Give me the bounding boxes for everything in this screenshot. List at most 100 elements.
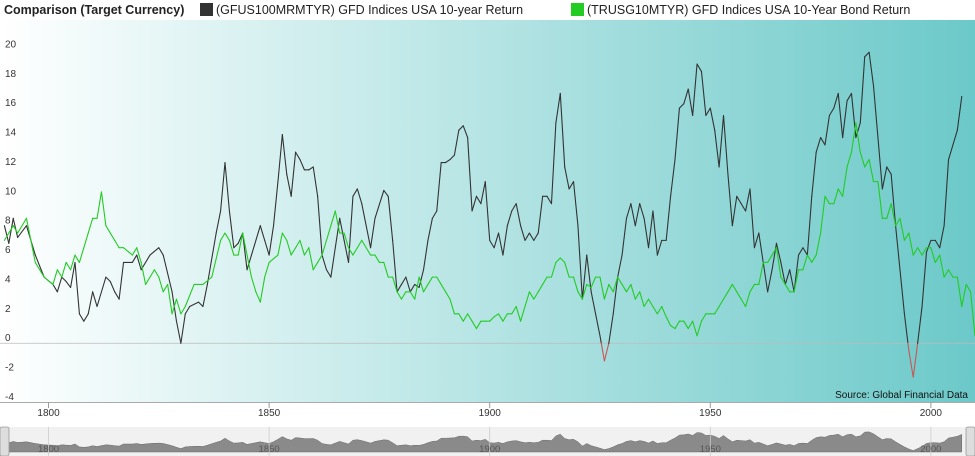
navigator[interactable]: 1800 1850 1900 1950 2000 — [0, 426, 975, 456]
legend-label-series2: (TRUSG10MTYR) GFD Indices USA 10-Year Bo… — [587, 3, 911, 17]
series-1-segment — [881, 166, 888, 190]
series-2-segment — [784, 283, 791, 293]
series-1-segment — [215, 210, 222, 234]
series-1-segment — [250, 225, 261, 256]
series-2-segment — [811, 254, 817, 263]
series-2-segment — [122, 247, 133, 256]
series-2-segment — [43, 276, 54, 286]
y-tick-label: 16 — [5, 98, 17, 109]
series-1-segment — [220, 161, 226, 212]
navigator-handle-left[interactable] — [0, 426, 10, 456]
series-1-segment — [325, 269, 332, 278]
series-2-segment — [220, 232, 226, 241]
series-2-segment — [392, 276, 398, 293]
series-1-segment — [678, 103, 685, 109]
series-1-segment — [643, 217, 650, 249]
series-1-segment — [630, 203, 636, 227]
series-2-segment — [475, 320, 482, 330]
y-tick-label: 14 — [5, 128, 17, 139]
series-1-segment — [445, 159, 451, 164]
y-tick-label: 6 — [5, 245, 11, 256]
navigator-handle-right[interactable] — [965, 426, 975, 456]
series-2-segment — [599, 276, 605, 300]
series-1-segment — [8, 217, 14, 244]
series-1-segment — [453, 129, 460, 156]
series-2-segment — [528, 291, 535, 300]
series-1-segment — [184, 305, 191, 315]
navigator-tick-label: 1900 — [479, 444, 500, 455]
series-2-segment — [621, 283, 628, 293]
series-1-segment — [400, 276, 407, 286]
series-1-segment — [308, 166, 314, 171]
series-1-segment — [189, 301, 200, 308]
series-1-segment — [625, 203, 632, 219]
y-tick-label: -2 — [5, 363, 14, 374]
series-1-segment — [347, 195, 354, 263]
series-1-segment — [595, 313, 601, 337]
series-2-segment — [868, 159, 875, 183]
series-1-segment — [78, 313, 85, 322]
series-2-segment — [970, 291, 975, 337]
series-2-segment — [572, 276, 579, 293]
series-1-segment — [934, 239, 941, 249]
series-1-segment — [581, 254, 588, 300]
navigator-labels: 1800 1850 1900 1950 2000 — [38, 427, 941, 456]
series-1-segment — [925, 239, 932, 253]
series-2-segment — [334, 210, 341, 234]
series-2-segment — [96, 191, 103, 219]
series-1-segment — [268, 225, 275, 256]
series-2-segment — [396, 291, 403, 300]
series-1-segment — [789, 269, 795, 293]
series-2-segment — [237, 232, 244, 256]
series-2-segment — [467, 313, 473, 322]
legend-label-series1: (GFUS100MRMTYR) GFD Indices USA 10-year … — [216, 3, 524, 17]
series-1-segment — [762, 261, 769, 293]
series-1-segment — [956, 95, 963, 131]
series-2-segment — [145, 269, 155, 286]
series-1-segment — [780, 261, 786, 286]
series-2-segment — [347, 247, 354, 256]
series-2-segment — [842, 166, 848, 197]
series-1-segment — [947, 144, 954, 161]
series-2-segment — [775, 247, 782, 278]
series-2-segment — [692, 320, 698, 337]
series-1-segment — [162, 254, 173, 293]
series-1-segment — [718, 114, 725, 168]
series-2-segment — [683, 320, 689, 330]
series-1-segment — [317, 195, 323, 256]
series-2-segment — [859, 151, 866, 168]
series-1-segment — [656, 239, 663, 256]
series-2-segment — [224, 232, 230, 241]
series-2-segment — [921, 247, 928, 256]
series-2-segment — [361, 239, 367, 249]
series-2-segment — [731, 283, 738, 293]
series-2-segment — [281, 232, 288, 241]
series-1-segment — [467, 136, 473, 212]
series-2-segment — [458, 313, 464, 322]
series-1-segment — [895, 225, 901, 271]
series-1-segment — [475, 195, 482, 205]
series-2-segment — [961, 283, 967, 308]
series-2-segment — [34, 261, 45, 278]
series-1-segment — [149, 247, 160, 256]
y-axis: -4 -2 0 2 4 6 8 10 12 14 16 18 20 — [5, 39, 17, 403]
legend-item-series1[interactable]: (GFUS100MRMTYR) GFD Indices USA 10-year … — [200, 3, 523, 17]
series-1-segment — [96, 276, 107, 308]
series-2-segment — [462, 313, 469, 322]
series-2-segment — [290, 247, 297, 256]
series-2-segment — [722, 291, 729, 300]
series-2-segment — [965, 283, 972, 293]
series-1-segment — [277, 134, 283, 183]
series-1-segment — [907, 342, 910, 352]
series-1-segment — [286, 173, 292, 197]
series-1-segment — [692, 63, 698, 117]
series-2-segment — [493, 313, 500, 318]
series-2-segment — [718, 298, 725, 308]
series-1-segment — [555, 92, 561, 124]
series-2-segment — [714, 305, 720, 315]
series-1-segment — [272, 181, 279, 227]
series-2-segment — [586, 283, 592, 288]
series-1-segment — [136, 254, 142, 271]
series-2-segment — [603, 283, 610, 300]
legend-item-series2[interactable]: (TRUSG10MTYR) GFD Indices USA 10-Year Bo… — [571, 3, 910, 17]
